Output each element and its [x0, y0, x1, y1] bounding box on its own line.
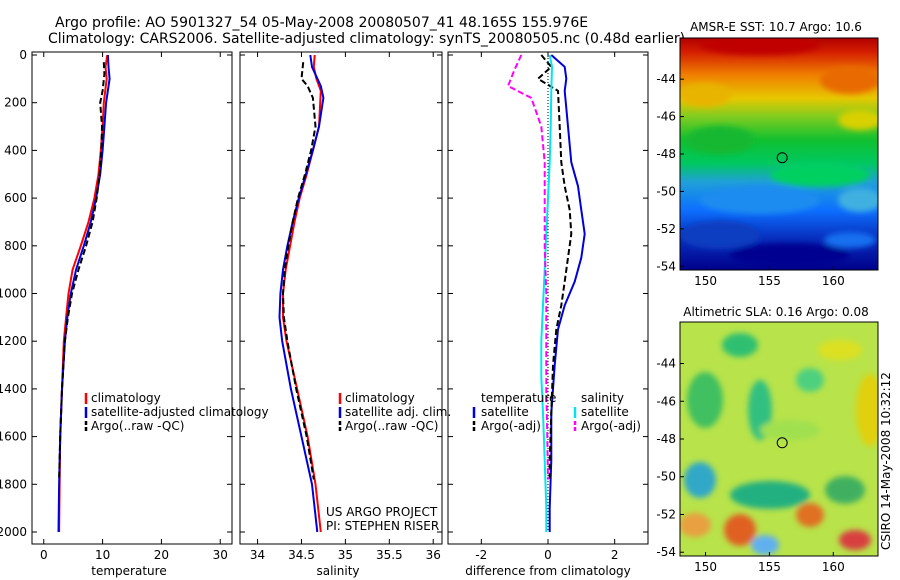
map-y-tick-label: -44: [656, 72, 676, 86]
legend-label-argo: Argo(..raw -QC): [91, 419, 184, 433]
map-y-tick-label: -52: [656, 222, 676, 236]
argo-position-marker: [776, 437, 788, 449]
legend-label-sal-satellite: satellite: [581, 405, 629, 419]
difference-legend: temperature satellite Argo(-adj) salinit…: [472, 391, 641, 433]
sla-field: [680, 322, 878, 556]
legend-title-temperature: temperature: [481, 391, 556, 405]
sst-map-title: AMSR-E SST: 10.7 Argo: 10.6: [690, 20, 862, 34]
map-x-tick-label: 160: [822, 274, 845, 288]
temperature-x-axis: 0 10 20 30: [40, 52, 228, 562]
sst-field: [680, 38, 878, 270]
depth-axis: 0 200 400 600 800 1000 1200 1400 1600 1800 2000: [0, 48, 232, 539]
y-tick-label: 1600: [0, 430, 27, 444]
map-y-tick-label: -48: [656, 147, 676, 161]
difference-xlabel: difference from climatology: [465, 564, 631, 578]
y-tick-label: 1200: [0, 334, 27, 348]
legend-label-satellite: satellite-adjusted climatology: [91, 405, 269, 419]
map-x-tick-label: 155: [758, 274, 781, 288]
map-y-tick-label: -46: [656, 394, 676, 408]
difference-x-axis: -2 0 2: [475, 52, 618, 562]
map-x-tick-label: 150: [694, 560, 717, 574]
legend-label-climatology: climatology: [91, 391, 161, 405]
legend-label-temp-argo: Argo(-adj): [481, 419, 541, 433]
sla-map: Altimetric SLA: 0.16 Argo: 0.08: [656, 305, 893, 574]
title-line-2: Climatology: CARS2006. Satellite-adjuste…: [48, 31, 685, 47]
temperature-xlabel: temperature: [91, 564, 166, 578]
legend-label-argo: Argo(..raw -QC): [345, 419, 438, 433]
salinity-panel: 34 34.5 35 35.5 36 salinity climatology sate…: [239, 51, 451, 578]
legend-title-salinity: salinity: [581, 391, 624, 405]
map-y-tick-label: -50: [656, 470, 676, 484]
y-tick-label: 1400: [0, 382, 27, 396]
map-y-tick-label: -48: [656, 432, 676, 446]
y-tick-label: 2000: [0, 525, 27, 539]
sla-map-axes: 150 155 160 -44 -46 -48 -50 -52 -54: [656, 357, 844, 574]
x-tick-label: 20: [154, 548, 169, 562]
series-line: [540, 54, 553, 532]
salinity-legend: climatology satellite adj. clim. Argo(..…: [338, 391, 451, 433]
map-y-tick-label: -44: [656, 357, 676, 371]
map-x-tick-label: 150: [694, 274, 717, 288]
csiro-timestamp: CSIRO 14-May-2008 10:32:12: [879, 372, 893, 550]
series-line: [548, 54, 586, 532]
y-tick-label: 1800: [0, 477, 27, 491]
temperature-panel: 0 200 400 600 800 1000 1200 1400 1600 1800 2000 0 1…: [0, 48, 269, 578]
series-line: [57, 54, 111, 533]
legend-label-satellite: satellite adj. clim.: [345, 405, 451, 419]
y-tick-label: 600: [4, 191, 27, 205]
temperature-series: [57, 54, 111, 533]
project-credit: US ARGO PROJECT: [326, 505, 438, 519]
sst-map-axes: 150 155 160 -44 -46 -48 -50 -52 -54: [656, 72, 844, 288]
temperature-legend: climatology satellite-adjusted climatolo…: [84, 391, 269, 433]
difference-panel: -2 0 2 difference from climatology tempera…: [447, 51, 649, 578]
title-line-1: Argo profile: AO 5901327_54 05-May-2008 …: [55, 15, 588, 31]
salinity-xlabel: salinity: [316, 564, 359, 578]
map-y-tick-label: -46: [656, 110, 676, 124]
x-tick-label: 10: [95, 548, 110, 562]
y-tick-label: 1000: [0, 287, 27, 301]
legend-label-temp-satellite: satellite: [481, 405, 529, 419]
x-tick-label: 0: [544, 548, 552, 562]
y-tick-label: 200: [4, 96, 27, 110]
pi-credit: PI: STEPHEN RISER: [326, 519, 439, 533]
x-tick-label: -2: [475, 548, 487, 562]
difference-series: [507, 54, 586, 532]
legend-label-climatology: climatology: [345, 391, 415, 405]
x-tick-label: 35: [338, 548, 353, 562]
map-y-tick-label: -54: [656, 259, 676, 273]
temperature-axes-frame: [31, 51, 233, 545]
series-line: [282, 62, 317, 480]
map-x-tick-label: 160: [822, 560, 845, 574]
y-tick-label: 800: [4, 239, 27, 253]
x-tick-label: 2: [611, 548, 619, 562]
salinity-series: [278, 54, 325, 533]
argo-position-marker: [776, 152, 788, 164]
x-tick-label: 0: [40, 548, 48, 562]
x-tick-label: 30: [213, 548, 228, 562]
series-line: [58, 62, 106, 480]
map-y-tick-label: -50: [656, 184, 676, 198]
sst-map: AMSR-E SST: 10.7 Argo: 10.6 150 155 160 -44…: [656, 20, 879, 288]
x-tick-label: 34.5: [288, 548, 315, 562]
x-tick-label: 34: [250, 548, 265, 562]
y-tick-label: 0: [19, 48, 27, 62]
sla-map-title: Altimetric SLA: 0.16 Argo: 0.08: [683, 305, 868, 319]
map-y-tick-label: -52: [656, 507, 676, 521]
x-tick-label: 35.5: [376, 548, 403, 562]
legend-label-sal-argo: Argo(-adj): [581, 419, 641, 433]
y-tick-label: 400: [4, 143, 27, 157]
salinity-depth-ticks: [240, 54, 442, 533]
series-line: [507, 54, 549, 480]
series-line: [58, 54, 109, 533]
x-tick-label: 36: [426, 548, 441, 562]
map-y-tick-label: -54: [656, 545, 676, 559]
series-line: [278, 54, 325, 533]
salinity-x-axis: 34 34.5 35 35.5 36: [250, 52, 441, 562]
map-x-tick-label: 155: [758, 560, 781, 574]
difference-depth-ticks: [448, 54, 648, 533]
salinity-axes-frame: [239, 51, 443, 545]
